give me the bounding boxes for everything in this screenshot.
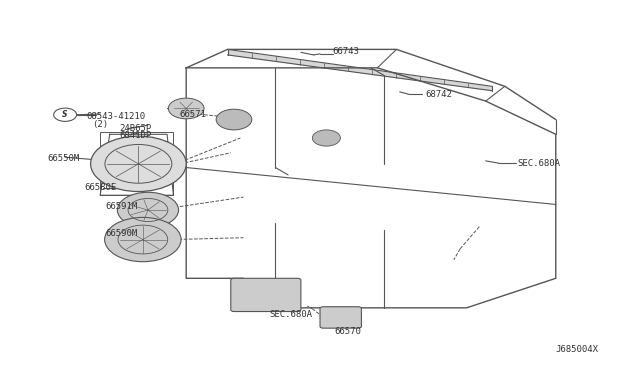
Text: 66571: 66571 bbox=[180, 109, 207, 119]
Circle shape bbox=[104, 217, 181, 262]
Circle shape bbox=[312, 130, 340, 146]
Circle shape bbox=[117, 192, 179, 228]
Text: 08543-41210: 08543-41210 bbox=[86, 112, 145, 121]
Circle shape bbox=[54, 108, 77, 121]
Text: 66590M: 66590M bbox=[105, 230, 138, 238]
Circle shape bbox=[168, 98, 204, 119]
FancyBboxPatch shape bbox=[231, 278, 301, 311]
Bar bbox=[100, 132, 173, 195]
Text: 68742: 68742 bbox=[425, 90, 452, 99]
Text: 66570: 66570 bbox=[334, 327, 361, 336]
Text: 66591M: 66591M bbox=[105, 202, 138, 211]
Circle shape bbox=[91, 136, 186, 192]
Text: S: S bbox=[62, 110, 68, 119]
Text: 66580E: 66580E bbox=[84, 183, 116, 192]
Text: SEC.680A: SEC.680A bbox=[518, 159, 561, 169]
Text: SEC.680A: SEC.680A bbox=[269, 310, 312, 319]
Text: J685004X: J685004X bbox=[556, 345, 599, 354]
Text: 24B65P: 24B65P bbox=[119, 124, 152, 133]
FancyBboxPatch shape bbox=[320, 307, 362, 328]
Text: (2): (2) bbox=[92, 120, 108, 129]
Text: 66743: 66743 bbox=[333, 47, 360, 56]
Circle shape bbox=[216, 109, 252, 130]
Text: 6841DP: 6841DP bbox=[119, 131, 152, 140]
Text: 66550M: 66550M bbox=[47, 154, 79, 163]
